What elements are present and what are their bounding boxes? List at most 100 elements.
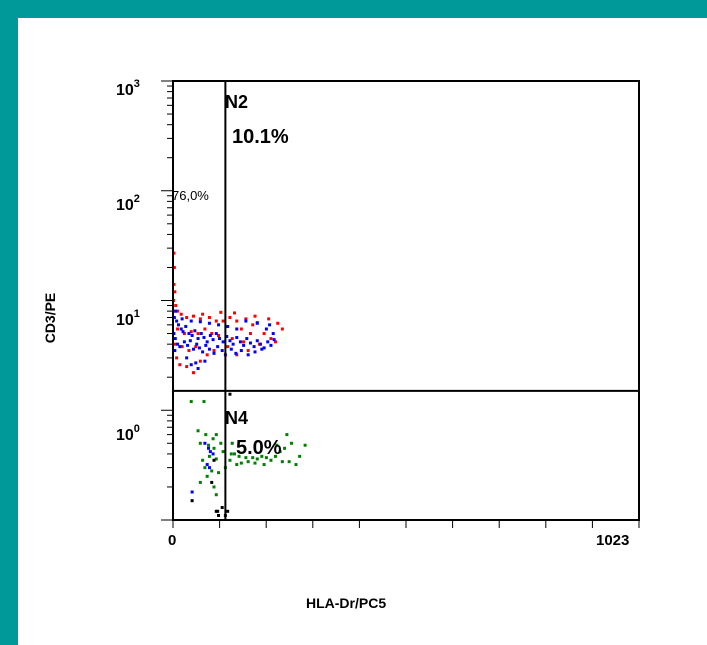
data-point-blue bbox=[248, 341, 252, 345]
data-point-black bbox=[226, 509, 230, 513]
data-point-green bbox=[214, 457, 218, 461]
data-point-blue bbox=[258, 342, 262, 346]
data-point-blue bbox=[176, 323, 180, 327]
scatter-plot: 100 101 102 103 0 1023 N2 10.1% 76,0% N4… bbox=[116, 78, 640, 549]
data-point-green bbox=[283, 446, 287, 450]
data-point-blue bbox=[226, 324, 230, 328]
data-point-blue bbox=[238, 340, 242, 344]
data-point-red bbox=[242, 340, 246, 344]
data-point-blue bbox=[235, 336, 239, 340]
data-point-green bbox=[253, 461, 257, 465]
data-point-blue bbox=[207, 466, 211, 470]
data-point-blue bbox=[190, 490, 194, 494]
data-point-blue bbox=[193, 329, 197, 333]
data-point-black bbox=[217, 513, 221, 517]
data-point-green bbox=[269, 458, 273, 462]
data-point-green bbox=[198, 480, 202, 484]
data-point-green bbox=[285, 433, 289, 437]
data-point-blue bbox=[188, 339, 192, 343]
data-point-green bbox=[196, 429, 200, 433]
data-point-blue bbox=[207, 321, 211, 325]
data-point-red bbox=[207, 316, 211, 320]
data-point-green bbox=[205, 474, 209, 478]
data-point-red bbox=[210, 332, 214, 336]
data-point-red bbox=[173, 290, 177, 294]
data-point-blue bbox=[172, 316, 176, 320]
data-point-blue bbox=[221, 340, 225, 344]
data-point-green bbox=[204, 433, 208, 437]
data-point-red bbox=[175, 356, 179, 360]
data-point-green bbox=[207, 443, 211, 447]
data-point-red bbox=[246, 349, 250, 353]
data-point-red bbox=[244, 317, 248, 321]
data-point-blue bbox=[255, 339, 259, 343]
data-point-blue bbox=[208, 333, 212, 337]
data-point-red bbox=[185, 365, 189, 369]
data-point-blue bbox=[229, 347, 233, 351]
data-point-green bbox=[239, 461, 243, 465]
data-point-green bbox=[260, 454, 264, 458]
data-point-red bbox=[232, 311, 236, 315]
data-point-green bbox=[246, 460, 250, 464]
data-point-red bbox=[196, 332, 200, 336]
data-point-blue bbox=[195, 342, 199, 346]
data-point-green bbox=[212, 446, 216, 450]
data-point-red bbox=[191, 314, 195, 318]
data-point-red bbox=[226, 345, 230, 349]
data-point-blue bbox=[184, 324, 188, 328]
data-point-green bbox=[294, 463, 298, 467]
data-point-green bbox=[232, 452, 236, 456]
data-point-red bbox=[276, 321, 280, 325]
data-point-red bbox=[212, 349, 216, 353]
n2-percent: 10.1% bbox=[232, 126, 289, 148]
data-point-red bbox=[228, 316, 232, 320]
data-point-black bbox=[210, 480, 214, 484]
data-point-red bbox=[201, 312, 205, 316]
data-point-blue bbox=[175, 319, 179, 323]
data-point-green bbox=[202, 400, 206, 404]
data-point-blue bbox=[255, 321, 259, 325]
data-point-green bbox=[214, 433, 218, 437]
data-point-blue bbox=[179, 327, 183, 331]
data-point-red bbox=[205, 353, 209, 357]
data-point-blue bbox=[189, 319, 193, 323]
data-point-blue bbox=[246, 353, 250, 357]
y-tick-label-3: 103 bbox=[116, 78, 140, 99]
data-point-green bbox=[212, 485, 216, 489]
data-point-red bbox=[262, 332, 266, 336]
data-point-green bbox=[264, 456, 268, 460]
data-point-red bbox=[221, 319, 225, 323]
data-point-blue bbox=[202, 336, 206, 340]
data-point-blue bbox=[187, 332, 191, 336]
data-point-green bbox=[280, 460, 284, 464]
data-point-green bbox=[201, 458, 205, 462]
data-point-green bbox=[255, 457, 259, 461]
data-point-blue bbox=[242, 343, 246, 347]
data-point-green bbox=[219, 441, 223, 445]
data-point-green bbox=[214, 493, 218, 497]
data-point-red bbox=[198, 359, 202, 363]
data-point-blue bbox=[201, 350, 205, 354]
x-tick-label-min: 0 bbox=[168, 532, 176, 549]
data-point-blue bbox=[204, 343, 208, 347]
x-axis-ticks bbox=[172, 520, 640, 528]
data-point-red bbox=[172, 265, 176, 269]
data-point-red bbox=[180, 345, 184, 349]
data-point-blue bbox=[245, 337, 249, 341]
data-point-red bbox=[189, 330, 193, 334]
data-point-blue bbox=[196, 337, 200, 341]
n1-percent: 76,0% bbox=[172, 188, 209, 203]
data-point-green bbox=[287, 460, 291, 464]
y-tick-label-0: 100 bbox=[116, 423, 140, 444]
data-point-red bbox=[273, 340, 277, 344]
data-point-blue bbox=[271, 332, 275, 336]
data-point-red bbox=[235, 319, 239, 323]
data-point-blue bbox=[174, 309, 178, 313]
y-tick-label-2: 102 bbox=[116, 193, 140, 214]
data-point-green bbox=[207, 454, 211, 458]
data-point-blue bbox=[185, 356, 189, 360]
data-point-blue bbox=[199, 332, 203, 336]
data-point-blue bbox=[182, 340, 186, 344]
data-point-green bbox=[189, 400, 193, 404]
data-point-blue bbox=[211, 452, 215, 456]
